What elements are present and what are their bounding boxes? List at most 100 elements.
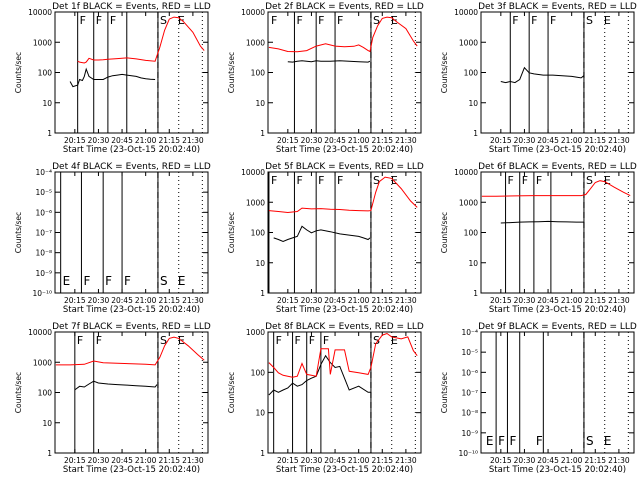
marker-label: F [318, 174, 324, 187]
y-tick-label: 10⁻⁹ [461, 429, 478, 438]
y-tick-label: 10⁻⁶ [35, 208, 52, 217]
y-tick-label: 10⁻⁸ [461, 409, 478, 418]
y-tick-label: 10000 [454, 168, 478, 177]
y-tick-label: 100 [38, 389, 53, 398]
y-tick-label: 10000 [454, 8, 478, 17]
marker-label: F [337, 174, 343, 187]
marker-label: F [77, 334, 83, 347]
marker-label: E [391, 174, 398, 187]
x-axis-label: Start Time (23-Oct-15 20:02:40) [276, 305, 413, 315]
y-tick-label: 1000 [246, 198, 265, 207]
panel-title: Det 6f BLACK = Events, RED = LLD [478, 162, 637, 172]
x-tick-label: 21:00 [135, 296, 157, 305]
marker-label: S [160, 334, 167, 347]
marker-label: F [296, 174, 302, 187]
x-tick-label: 20:45 [111, 136, 133, 145]
lld-series [268, 16, 418, 53]
x-tick-label: 20:30 [514, 296, 536, 305]
x-tick-label: 21:00 [348, 456, 370, 465]
x-axis-label: Start Time (23-Oct-15 20:02:40) [489, 145, 626, 155]
marker-label: F [508, 174, 514, 187]
y-axis-label: Counts/sec [440, 212, 449, 253]
x-tick-label: 21:30 [395, 296, 417, 305]
x-tick-label: 20:30 [301, 456, 323, 465]
detector-panel-7: Det 7f BLACK = Events, RED = LLD 1 10 100 10… [14, 322, 211, 475]
plot-frame [54, 331, 209, 454]
y-tick-label: 10⁻⁴ [35, 168, 52, 177]
detector-panel-9: Det 9f BLACK = Events, RED = LLD 10⁻¹⁰ 10⁻… [440, 322, 637, 475]
marker-label: F [512, 14, 518, 27]
marker-label: E [178, 274, 186, 288]
y-tick-label: 10 [468, 259, 478, 268]
x-tick-label: 21:00 [135, 136, 157, 145]
y-tick-label: 10⁻⁹ [35, 269, 52, 278]
panel-title: Det 8f BLACK = Events, RED = LLD [265, 322, 424, 332]
x-tick-label: 20:15 [277, 296, 299, 305]
x-tick-label: 21:30 [608, 136, 630, 145]
y-tick-label: 10⁻⁵ [35, 188, 52, 197]
y-tick-label: 10000 [28, 8, 52, 17]
x-tick-label: 20:30 [514, 456, 536, 465]
y-tick-label: 10⁻⁷ [461, 389, 478, 398]
marker-label: F [498, 434, 505, 448]
panel-title: Det 3f BLACK = Events, RED = LLD [478, 2, 637, 12]
detector-panel-8: Det 8f BLACK = Events, RED = LLD 1 10 100 10… [227, 322, 424, 475]
x-axis-label: Start Time (23-Oct-15 20:02:40) [276, 465, 413, 475]
marker-label: E [604, 174, 611, 187]
x-tick-label: 20:45 [111, 296, 133, 305]
marker-label: S [373, 14, 380, 27]
x-tick-label: 20:30 [301, 296, 323, 305]
y-tick-label: 10000 [241, 8, 265, 17]
y-tick-label: 1 [47, 129, 52, 138]
marker-label: F [509, 434, 516, 448]
lld-series [55, 336, 205, 366]
x-tick-label: 21:30 [608, 456, 630, 465]
y-tick-label: 10 [255, 409, 265, 418]
x-tick-label: 20:15 [490, 296, 512, 305]
y-axis-label: Counts/sec [227, 372, 236, 413]
y-tick-label: 100 [251, 69, 266, 78]
y-tick-label: 100 [38, 69, 53, 78]
plot-frame [267, 331, 422, 454]
x-tick-label: 20:45 [324, 456, 346, 465]
marker-label: F [531, 14, 537, 27]
detector-panel-2: Det 2f BLACK = Events, RED = LLD 1 10 100 10… [227, 2, 424, 155]
y-axis-label: Counts/sec [227, 212, 236, 253]
marker-label: F [276, 334, 282, 347]
x-tick-label: 21:00 [348, 296, 370, 305]
marker-label: F [110, 14, 116, 27]
y-tick-label: 100 [464, 229, 479, 238]
x-tick-label: 20:15 [64, 456, 86, 465]
y-tick-label: 1 [260, 449, 265, 458]
marker-label: S [160, 274, 168, 288]
events-series [268, 354, 371, 396]
x-tick-label: 21:15 [158, 296, 180, 305]
x-tick-label: 20:30 [88, 136, 110, 145]
x-tick-label: 20:45 [324, 296, 346, 305]
x-tick-label: 20:15 [64, 296, 86, 305]
x-tick-label: 20:45 [537, 296, 559, 305]
x-tick-label: 21:30 [395, 456, 417, 465]
marker-label: F [105, 274, 112, 288]
x-axis-label: Start Time (23-Oct-15 20:02:40) [489, 305, 626, 315]
y-tick-label: 100 [251, 229, 266, 238]
marker-label: S [586, 14, 593, 27]
x-tick-label: 20:30 [88, 296, 110, 305]
plot-frame [480, 171, 635, 294]
events-series [500, 220, 584, 224]
marker-label: E [604, 434, 612, 448]
y-tick-label: 10⁻⁸ [35, 249, 52, 258]
panel-title: Det 1f BLACK = Events, RED = LLD [52, 2, 211, 12]
marker-label: S [160, 14, 167, 27]
x-tick-label: 21:15 [158, 136, 180, 145]
y-tick-label: 10 [255, 259, 265, 268]
x-axis-label: Start Time (23-Oct-15 20:02:40) [63, 145, 200, 155]
x-tick-label: 21:00 [561, 136, 583, 145]
marker-label: F [536, 434, 543, 448]
x-tick-label: 21:30 [182, 136, 204, 145]
events-series [74, 380, 158, 391]
y-tick-label: 10 [255, 99, 265, 108]
x-tick-label: 21:15 [371, 296, 393, 305]
marker-label: S [586, 174, 593, 187]
